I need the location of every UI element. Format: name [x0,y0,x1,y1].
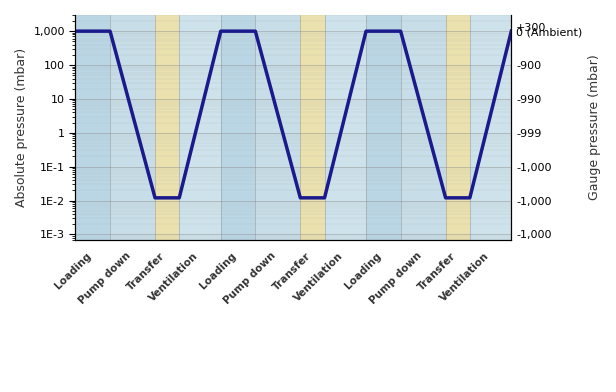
Bar [301,15,325,240]
Bar [325,15,366,240]
Bar [366,15,400,240]
Y-axis label: Gauge pressure (mbar): Gauge pressure (mbar) [588,54,601,200]
Text: Loading: Loading [343,251,383,291]
Bar [445,15,470,240]
Bar [221,15,256,240]
Text: Ventilation: Ventilation [438,251,490,303]
Text: Loading: Loading [198,251,238,291]
Text: Ventilation: Ventilation [293,251,346,303]
Bar [470,15,511,240]
Text: Transfer: Transfer [271,251,312,292]
Bar [256,15,301,240]
Y-axis label: Absolute pressure (mbar): Absolute pressure (mbar) [15,48,28,207]
Bar [76,15,110,240]
Text: Transfer: Transfer [126,251,167,292]
Bar [179,15,221,240]
Text: Transfer: Transfer [416,251,458,292]
Text: Pump down: Pump down [367,251,423,307]
Bar [155,15,179,240]
Text: Pump down: Pump down [222,251,278,307]
Bar [110,15,155,240]
Text: Pump down: Pump down [77,251,132,307]
Text: Loading: Loading [52,251,93,291]
Text: Ventilation: Ventilation [147,251,200,303]
Bar [400,15,445,240]
